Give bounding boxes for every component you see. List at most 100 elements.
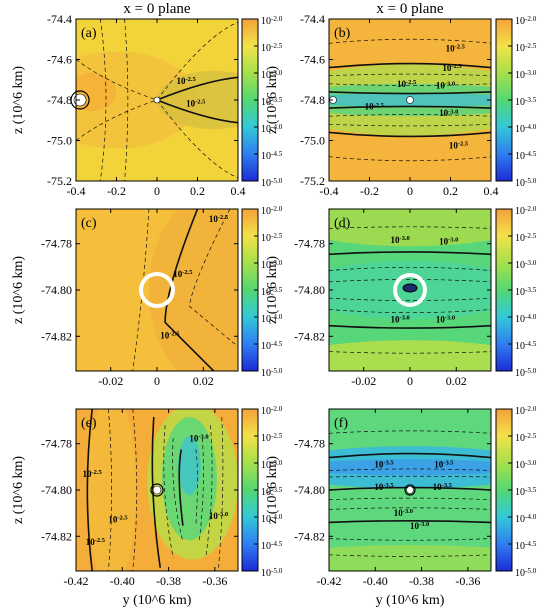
colorbar-tick-label: 10-3.0 <box>261 459 283 471</box>
contour-line-dashed <box>329 114 491 117</box>
colorbar-tick-label: 10-3.0 <box>515 69 537 81</box>
field-region <box>76 51 198 149</box>
contour-line-dashed <box>329 83 491 86</box>
contour-label: 10-3.5 <box>434 459 453 469</box>
y-tick-label: -74.78 <box>294 437 325 451</box>
colorbar-tick-label: 10-3.0 <box>261 69 283 81</box>
y-axis-title: z (10^6 km) <box>11 456 26 524</box>
y-axis-title: z (10^6 km) <box>265 256 280 324</box>
contour-label: 10-2.5 <box>209 214 228 224</box>
field-heatmap <box>76 19 238 181</box>
colorbar-tick-label: 10-4.5 <box>261 150 283 162</box>
colorbar: 10-2.0 10-2.5 10-3.0 10-3.5 10-4.0 10-4.5 10-5… <box>241 15 283 189</box>
contour-line-dashed <box>205 425 213 559</box>
colorbar-tick-label: 10-3.5 <box>515 286 537 298</box>
colorbar-tick-label: 10-5.0 <box>261 367 283 379</box>
contour-line-solid <box>329 105 491 109</box>
y-tick-label: -74.8 <box>47 93 72 107</box>
contour-line-dashed <box>329 351 491 354</box>
contour-line-solid <box>329 91 491 95</box>
x-tick-label: -0.38 <box>409 574 434 588</box>
colorbar-tick-label: 10-4.5 <box>515 150 537 162</box>
field-region <box>329 209 491 247</box>
contour-label: 10-3.0 <box>209 511 228 521</box>
colorbar: 10-2.0 10-2.5 10-3.0 10-3.5 10-4.0 10-4.5 10-5… <box>495 405 537 579</box>
colorbar-tick-label: 10-4.5 <box>261 540 283 552</box>
contour-label: 10-3.0 <box>410 521 429 531</box>
y-tick-label: -74.6 <box>300 53 325 67</box>
contour-line-dashed <box>156 21 238 101</box>
colorbar-tick-label: 10-3.0 <box>515 459 537 471</box>
x-tick-label: 0 <box>154 374 160 388</box>
y-tick-label: -74.82 <box>41 529 72 543</box>
colorbar-tick-label: 10-2.0 <box>515 15 537 27</box>
field-region <box>329 459 491 476</box>
panel-label: (e) <box>81 416 97 431</box>
colorbar-tick-label: 10-4.0 <box>261 123 283 135</box>
colorbar-tick-label: 10-2.5 <box>515 232 537 244</box>
colorbar-tick-label: 10-3.5 <box>261 286 283 298</box>
panel-a: 10-2.5 10-2.5 (a) -0.4 -0.2 0 0.2 0.4 -74.4 -74.6… <box>47 1 283 198</box>
body-point-marker <box>153 96 161 104</box>
panel-title: x = 0 plane <box>123 1 191 17</box>
x-tick-label: -0.42 <box>317 574 342 588</box>
y-tick-label: -74.80 <box>41 283 72 297</box>
panel-e: 10-2.5 10-2.5 10-2.5 10-3.0 10-3.0 (e) -0.42 -0… <box>41 405 283 588</box>
x-tick-label: -0.40 <box>363 574 388 588</box>
field-region <box>329 545 491 571</box>
field-heatmap <box>76 209 238 371</box>
x-tick-label: -0.4 <box>67 184 86 198</box>
field-region <box>329 340 491 371</box>
contour-label: 10-3.0 <box>436 81 455 91</box>
colorbar-tick-label: 10-2.0 <box>515 405 537 417</box>
contour-line-dashed <box>108 409 112 571</box>
contour-line-dashed <box>163 425 174 559</box>
panel-title: x = 0 plane <box>376 1 444 17</box>
contour-label: 10-3.0 <box>189 433 208 443</box>
colorbar: 10-2.0 10-2.5 10-3.0 10-3.5 10-4.0 10-4.5 10-5… <box>241 205 283 379</box>
panel-label: (d) <box>334 216 351 231</box>
colorbar-tick-label: 10-2.5 <box>261 232 283 244</box>
contour-line-solid <box>329 62 491 69</box>
body-point-marker <box>406 486 414 494</box>
colorbar-tick-label: 10-2.0 <box>261 205 283 217</box>
x-tick-label: -0.36 <box>202 574 227 588</box>
contour-line-dashed <box>198 438 204 542</box>
panel-label: (c) <box>81 216 97 231</box>
x-tick-label: 0.02 <box>193 374 214 388</box>
x-tick-label: -0.36 <box>455 574 480 588</box>
colorbar-tick-label: 10-2.5 <box>261 42 283 54</box>
contour-label: 10-2.5 <box>397 79 416 89</box>
x-tick-label: 0 <box>407 184 413 198</box>
x-tick-label: -0.40 <box>110 574 135 588</box>
contour-line-dashed <box>329 497 491 501</box>
colorbar-tick-label: 10-5.0 <box>515 367 537 379</box>
contour-line-dashed <box>76 59 158 101</box>
panel-c: 10-2.5 10-2.5 10-2.5 (c) -0.02 0 0.02 -74.78 -74… <box>41 205 283 388</box>
colorbar-tick-label: 10-4.0 <box>515 123 537 135</box>
colorbar: 10-2.0 10-2.5 10-3.0 10-3.5 10-4.0 10-4.5 10-5… <box>495 15 537 189</box>
y-tick-label: -74.6 <box>47 53 72 67</box>
contour-line-dashed <box>329 266 491 271</box>
x-tick-label: 0 <box>154 184 160 198</box>
y-tick-label: -74.8 <box>300 93 325 107</box>
contour-label: 10-2.5 <box>365 102 384 112</box>
contour-label: 10-2.5 <box>449 141 468 151</box>
y-tick-label: -74.82 <box>294 329 325 343</box>
contour-line-dashed <box>124 19 129 181</box>
contour-line-dashed <box>329 538 491 541</box>
colorbar-tick-label: 10-2.5 <box>515 432 537 444</box>
x-tick-label: -0.42 <box>64 574 89 588</box>
contour-label: 10-3.5 <box>374 482 393 492</box>
colorbar-tick-label: 10-2.0 <box>261 405 283 417</box>
colorbar-tick-label: 10-4.0 <box>515 313 537 325</box>
colorbar: 10-2.0 10-2.5 10-3.0 10-3.5 10-4.0 10-4.5 10-5… <box>241 405 283 579</box>
colorbar-tick-label: 10-3.0 <box>515 259 537 271</box>
contour-line-dashed <box>195 449 198 526</box>
contour-line-dashed <box>329 156 491 162</box>
panel-label: (f) <box>334 416 348 431</box>
contour-line-dashed <box>329 226 491 229</box>
panel-label: (b) <box>334 26 351 41</box>
contour-line-dashed <box>156 99 238 179</box>
